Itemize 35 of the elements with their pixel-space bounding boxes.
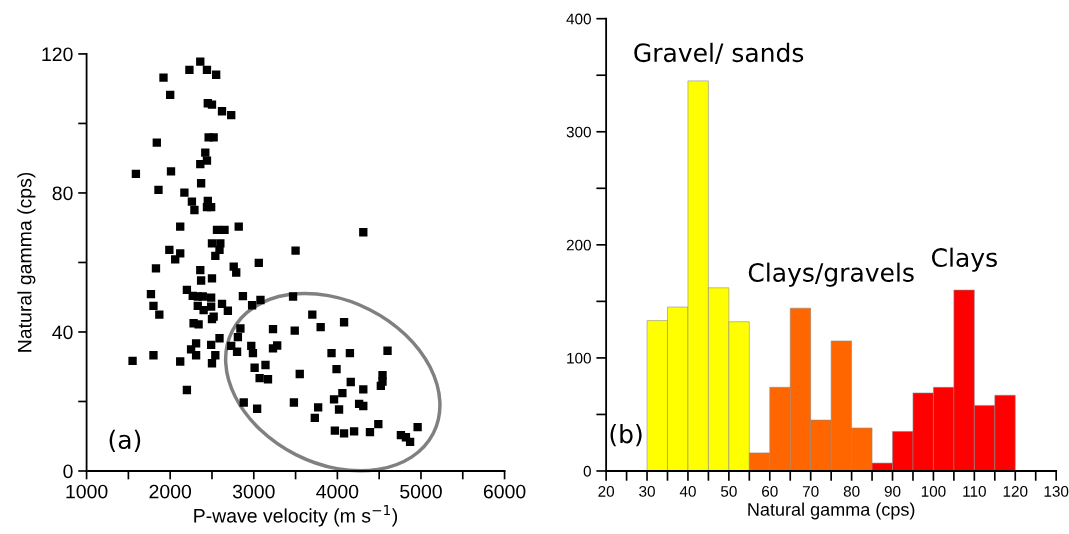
x-tick-label: 40 bbox=[679, 485, 696, 497]
x-axis-title: Natural gamma (cps) bbox=[748, 502, 915, 520]
y-tick-label: 200 bbox=[566, 239, 591, 251]
x-tick-label: 6000 bbox=[483, 484, 526, 499]
annotation: (a) bbox=[109, 429, 141, 452]
y-tick-label: 400 bbox=[566, 13, 591, 25]
x-axis-title: P-wave velocity (m s$^{−1}$) bbox=[194, 505, 398, 527]
annotation: Clays bbox=[931, 247, 997, 272]
x-tick-label: 120 bbox=[1003, 485, 1028, 497]
y-axis-title: Natural gamma (cps) bbox=[17, 172, 36, 352]
x-tick-label: 130 bbox=[1044, 485, 1069, 497]
annotation: Gravel/ sands bbox=[634, 42, 804, 65]
y-tick-label: 0 bbox=[583, 465, 591, 477]
x-tick-label: 30 bbox=[639, 485, 655, 497]
x-tick-label: 80 bbox=[843, 485, 860, 497]
annotation: (b) bbox=[610, 424, 642, 447]
x-tick-label: 110 bbox=[963, 485, 986, 497]
y-tick-label: 0 bbox=[63, 464, 73, 479]
x-tick-label: 4000 bbox=[316, 484, 359, 499]
x-tick-label: 50 bbox=[720, 485, 737, 497]
x-tick-label: 5000 bbox=[400, 484, 442, 499]
x-tick-label: 90 bbox=[884, 485, 901, 497]
y-tick-label: 40 bbox=[52, 325, 73, 340]
x-tick-label: 100 bbox=[921, 485, 946, 497]
y-tick-label: 120 bbox=[42, 47, 73, 62]
y-tick-label: 100 bbox=[567, 352, 591, 364]
x-tick-label: 20 bbox=[598, 485, 615, 497]
x-tick-label: 3000 bbox=[232, 484, 275, 499]
x-tick-label: 60 bbox=[762, 485, 778, 497]
y-tick-label: 300 bbox=[566, 126, 591, 138]
annotation: Clays/gravels bbox=[748, 262, 914, 287]
x-tick-label: 2000 bbox=[149, 484, 192, 499]
y-tick-label: 80 bbox=[52, 186, 73, 201]
x-tick-label: 1000 bbox=[66, 484, 108, 499]
x-tick-label: 70 bbox=[802, 485, 819, 497]
